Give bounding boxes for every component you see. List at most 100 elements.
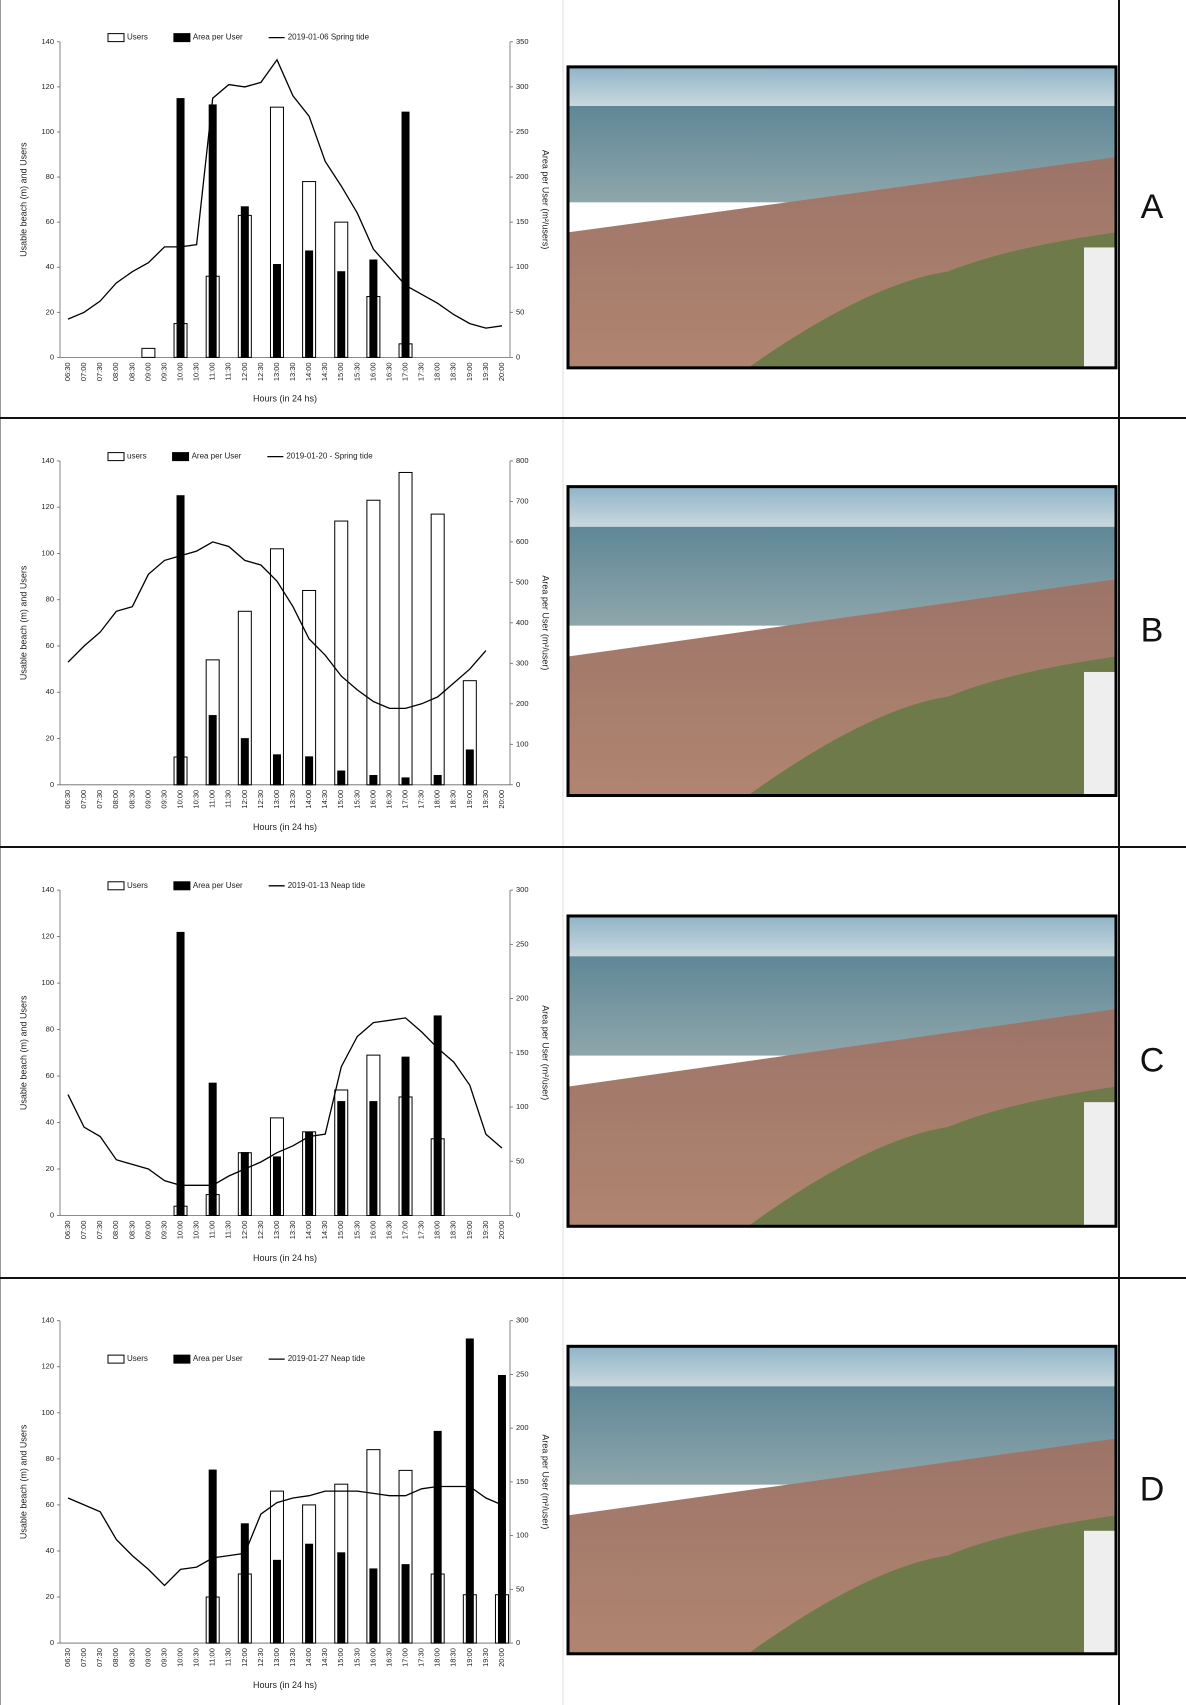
x-tick-label: 19:00 [465, 1648, 474, 1667]
x-tick-label: 06:30 [63, 1221, 72, 1240]
x-tick-label: 15:30 [352, 362, 361, 381]
x-tick-label: 15:00 [336, 362, 345, 381]
x-tick-label: 14:30 [320, 1221, 329, 1240]
x-tick-label: 06:30 [63, 362, 72, 381]
x-tick-label: 14:00 [304, 1648, 313, 1667]
bar [370, 1102, 377, 1216]
y2-tick-label: 500 [516, 577, 529, 586]
chart: 02040608010012014005010015020025030006:3… [18, 1316, 1164, 1690]
x-tick-label: 13:30 [288, 790, 297, 809]
x-tick-label: 14:00 [304, 1221, 313, 1240]
bar [142, 348, 155, 357]
legend-swatch [108, 882, 124, 890]
x-tick-label: 12:00 [240, 1648, 249, 1667]
x-tick-label: 18:30 [449, 790, 458, 809]
x-tick-label: 08:30 [127, 1221, 136, 1240]
bar [306, 1544, 313, 1643]
y2-tick-label: 50 [516, 307, 524, 316]
panel-letter: B [1141, 611, 1164, 649]
x-tick-label: 07:30 [95, 790, 104, 809]
y2-axis-label: Area per User (m²/users) [541, 150, 551, 250]
x-tick-label: 15:30 [352, 1648, 361, 1667]
bar [209, 1470, 216, 1643]
x-tick-label: 07:00 [79, 1648, 88, 1667]
x-tick-label: 15:30 [352, 1221, 361, 1240]
y-tick-label: 40 [46, 1118, 54, 1127]
bar [338, 1102, 345, 1216]
x-tick-label: 12:30 [256, 1648, 265, 1667]
x-tick-label: 13:00 [272, 1648, 281, 1667]
x-tick-label: 11:00 [208, 790, 217, 808]
x-tick-label: 17:00 [401, 1221, 410, 1240]
x-tick-label: 09:30 [159, 790, 168, 809]
legend-label: users [127, 452, 147, 461]
x-tick-label: 09:30 [159, 1648, 168, 1667]
x-tick-label: 11:30 [224, 362, 233, 380]
x-tick-label: 15:30 [352, 790, 361, 809]
x-tick-label: 06:30 [63, 790, 72, 809]
bar [241, 739, 248, 785]
y2-tick-label: 150 [516, 1048, 529, 1057]
x-tick-label: 18:30 [449, 1648, 458, 1667]
legend-label: 2019-01-20 - Spring tide [286, 452, 373, 461]
x-tick-label: 12:30 [256, 362, 265, 381]
x-tick-label: 08:30 [127, 790, 136, 809]
bar [273, 265, 280, 358]
y2-tick-label: 300 [516, 82, 529, 91]
y-axis-label: Usable beach (m) and Users [18, 565, 28, 680]
bar [177, 99, 184, 358]
bar [434, 775, 441, 784]
bar [209, 1083, 216, 1215]
x-tick-label: 17:00 [401, 1648, 410, 1667]
y2-tick-label: 250 [516, 1369, 529, 1378]
bar [306, 251, 313, 357]
x-axis-label: Hours (in 24 hs) [253, 1680, 317, 1690]
x-tick-label: 13:30 [288, 362, 297, 381]
x-tick-label: 10:00 [176, 362, 185, 381]
x-tick-label: 12:00 [240, 790, 249, 809]
y2-tick-label: 0 [516, 1638, 520, 1647]
x-tick-label: 14:30 [320, 1648, 329, 1667]
bar [402, 1057, 409, 1215]
y2-tick-label: 400 [516, 618, 529, 627]
bar [270, 549, 283, 785]
x-tick-label: 14:00 [304, 362, 313, 381]
bar [273, 755, 280, 785]
x-tick-label: 08:30 [127, 362, 136, 381]
x-tick-label: 09:00 [143, 1648, 152, 1667]
bar [209, 716, 216, 785]
y-tick-label: 80 [46, 1025, 54, 1034]
x-axis-label: Hours (in 24 hs) [253, 394, 317, 404]
x-tick-label: 07:30 [95, 362, 104, 381]
y2-tick-label: 100 [516, 739, 529, 748]
chart: 0204060801001201400100200300400500600700… [18, 452, 1163, 832]
bar [402, 112, 409, 357]
photo-building [1084, 247, 1116, 367]
tide-line [68, 60, 502, 328]
y-tick-label: 100 [41, 548, 54, 557]
y2-tick-label: 250 [516, 127, 529, 136]
x-tick-label: 17:00 [401, 362, 410, 381]
y2-axis-label: Area per User (m²/user) [541, 575, 551, 670]
y-tick-label: 140 [41, 456, 54, 465]
y-tick-label: 100 [41, 127, 54, 136]
x-tick-label: 20:00 [497, 1648, 506, 1667]
photo [568, 67, 1116, 368]
bar [241, 1153, 248, 1216]
x-tick-label: 11:00 [208, 1648, 217, 1666]
chart: 02040608010012014005010015020025030006:3… [18, 881, 1164, 1263]
y-tick-label: 120 [41, 502, 54, 511]
x-tick-label: 10:30 [192, 1648, 201, 1667]
photo-sky [568, 916, 1116, 956]
panel-letter: A [1141, 188, 1164, 226]
bar [273, 1560, 280, 1643]
x-tick-label: 19:00 [465, 362, 474, 381]
legend-label: Users [127, 33, 148, 42]
x-tick-label: 09:00 [143, 790, 152, 809]
y-tick-label: 40 [46, 1546, 54, 1555]
bar [241, 1524, 248, 1643]
x-tick-label: 11:00 [208, 362, 217, 380]
y-tick-label: 0 [50, 1210, 54, 1219]
y2-tick-label: 200 [516, 699, 529, 708]
x-tick-label: 19:30 [481, 1648, 490, 1667]
